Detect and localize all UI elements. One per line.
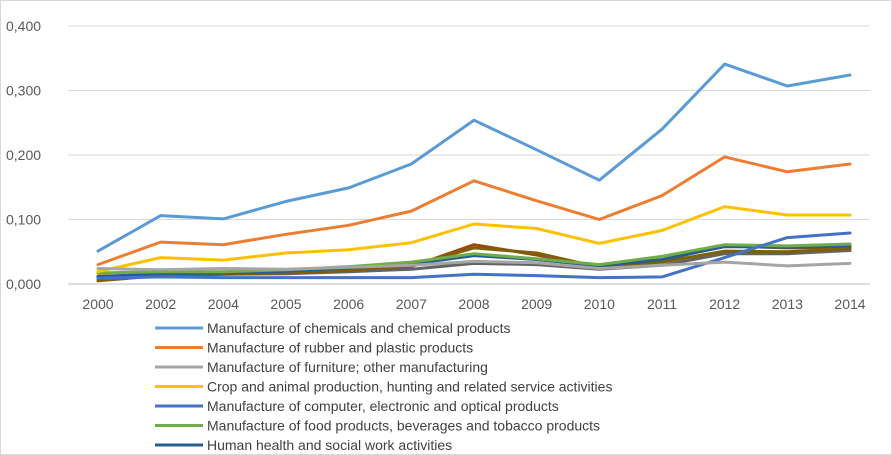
x-tick-label: 2011: [647, 296, 677, 312]
series-line-4: [96, 231, 852, 280]
y-tick-label: 0,200: [6, 147, 41, 163]
x-tick-label: 2002: [145, 296, 176, 312]
legend-label: Manufacture of computer, electronic and …: [207, 398, 559, 414]
series-line-3: [96, 205, 852, 274]
x-tick-label: 2006: [333, 296, 364, 312]
legend-label: Manufacture of chemicals and chemical pr…: [207, 320, 510, 336]
x-tick-label: 2014: [834, 296, 865, 312]
y-tick-label: 0,100: [6, 212, 41, 228]
legend-label: Manufacture of rubber and plastic produc…: [207, 340, 473, 356]
y-tick-label: 0,300: [6, 83, 41, 99]
x-tick-label: 2012: [709, 296, 740, 312]
x-tick-label: 2008: [458, 296, 489, 312]
y-tick-label: 0,000: [6, 276, 41, 292]
x-tick-label: 2000: [82, 296, 113, 312]
legend-label: Human health and social work activities: [207, 437, 452, 453]
series-line-2: [96, 259, 852, 272]
x-tick-label: 2007: [396, 296, 427, 312]
x-tick-label: 2005: [270, 296, 301, 312]
series-line-0: [96, 62, 852, 253]
x-tick-label: 2009: [521, 296, 552, 312]
series-line-5: [96, 242, 852, 275]
x-tick-label: 2004: [208, 296, 239, 312]
x-tick-label: 2010: [584, 296, 615, 312]
legend-label: Manufacture of furniture; other manufact…: [207, 359, 488, 375]
legend-label: Crop and animal production, hunting and …: [207, 379, 612, 395]
series-line-1: [96, 155, 852, 267]
y-tick-label: 0,400: [6, 18, 41, 34]
legend-label: Manufacture of food products, beverages …: [207, 418, 600, 434]
x-tick-label: 2013: [772, 296, 803, 312]
